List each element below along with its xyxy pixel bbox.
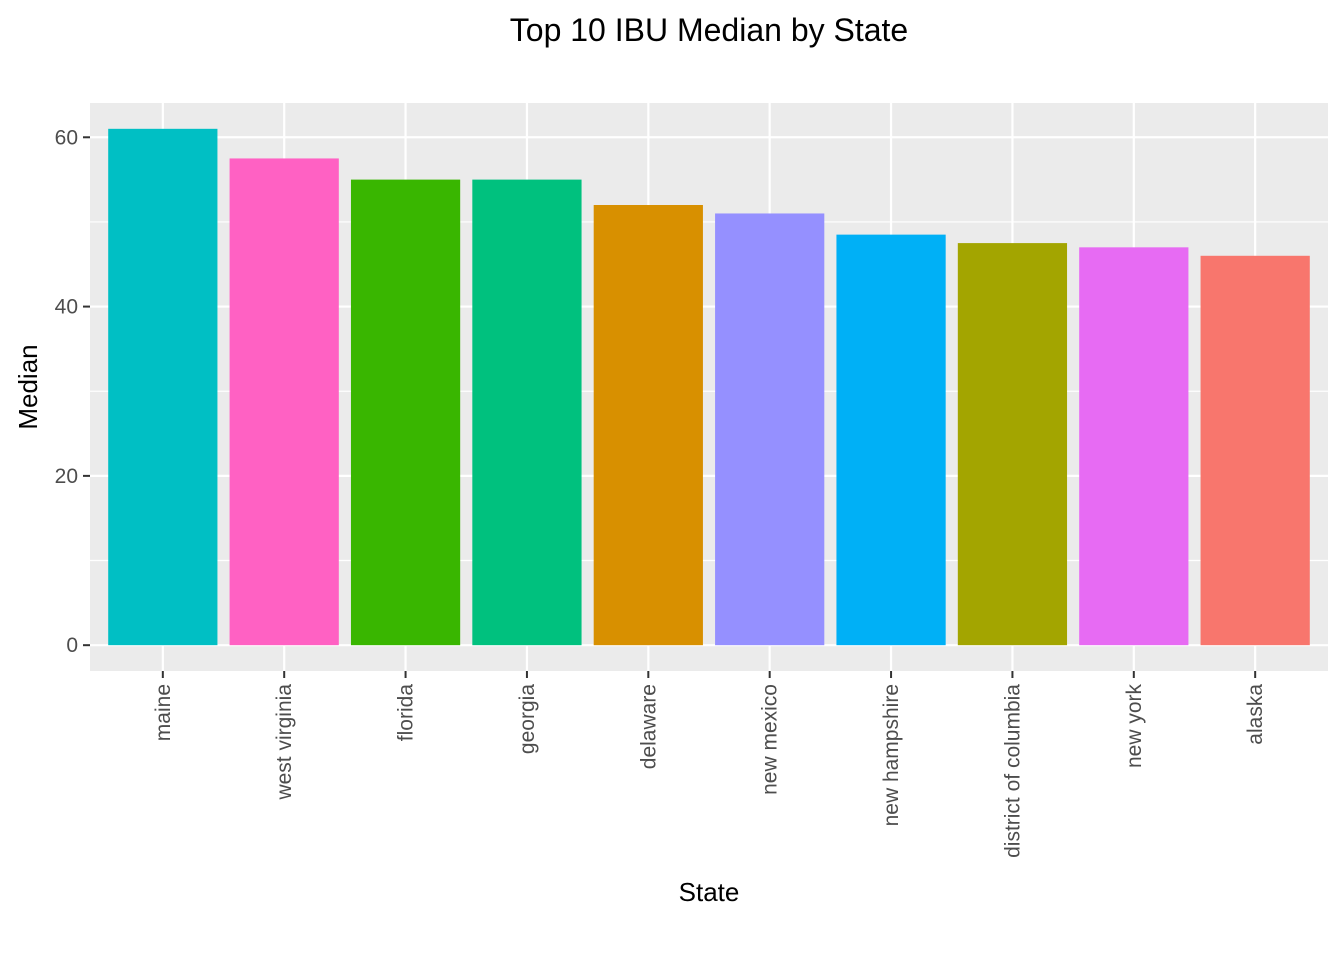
x-axis-ticks: maine west virginia florida georgia delaware… [152, 671, 1267, 858]
x-tick-label: florida [395, 684, 418, 742]
bar-delaware [593, 205, 703, 646]
bar-west-virginia [229, 158, 339, 646]
bar-new-hampshire [836, 234, 946, 646]
bars [108, 128, 1310, 646]
x-tick-label: district of columbia [1001, 684, 1024, 858]
y-axis-title: Median [13, 344, 43, 429]
x-tick-label: new york [1123, 684, 1146, 769]
y-tick-label: 20 [55, 465, 78, 488]
y-tick-label: 60 [55, 126, 78, 149]
bar-new-mexico [715, 213, 825, 646]
x-tick-label: georgia [516, 684, 539, 754]
y-tick-label: 0 [66, 634, 78, 657]
x-tick-label: west virginia [273, 684, 296, 801]
bar-new-york [1079, 247, 1189, 646]
bar-maine [108, 128, 218, 646]
bar-georgia [472, 179, 582, 646]
x-tick-label: alaska [1244, 684, 1267, 745]
x-tick-label: delaware [637, 684, 660, 769]
x-axis-title: State [679, 877, 740, 907]
bar-florida [350, 179, 461, 646]
y-tick-label: 40 [55, 296, 78, 319]
x-tick-label: new mexico [759, 684, 782, 795]
bar-alaska [1200, 255, 1310, 646]
x-tick-label: new hampshire [880, 684, 903, 826]
y-axis-ticks: 0 20 40 60 [55, 126, 90, 657]
bar-district-of-columbia [957, 243, 1068, 646]
x-tick-label: maine [152, 684, 175, 741]
chart-title: Top 10 IBU Median by State [510, 12, 908, 48]
